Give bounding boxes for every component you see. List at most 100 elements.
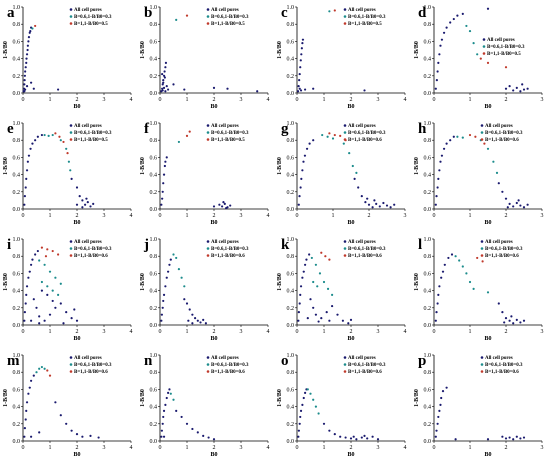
y-tick-label: 0.6 xyxy=(424,387,432,393)
y-tick-label: 1.0 xyxy=(287,121,295,127)
y-tick-label: 0.0 xyxy=(150,91,158,97)
data-point-series-1 xyxy=(59,302,62,305)
data-point-series-1 xyxy=(445,142,448,145)
legend-marker-1 xyxy=(69,240,73,243)
x-tick-label: 4 xyxy=(130,329,133,335)
scatter-plot-e: 0 1 2 3 4 0.0 0.2 0.4 0.6 0.8 1.0 B0 1-B/B0 All cell … xyxy=(3,121,133,226)
data-point-series-1 xyxy=(161,422,164,425)
data-point-series-1 xyxy=(24,70,27,73)
x-tick-label: 3 xyxy=(541,213,544,219)
data-point-series-1 xyxy=(161,83,164,86)
y-tick-label: 1.0 xyxy=(424,5,432,11)
data-point-series-1 xyxy=(162,182,165,185)
y-axis-label: 1-B/B0 xyxy=(277,41,283,59)
y-axis-label: 1-B/B0 xyxy=(414,389,420,407)
y-axis-label: 1-B/B0 xyxy=(140,273,146,291)
panel-letter: c xyxy=(281,5,288,21)
x-tick-label: 1 xyxy=(186,97,189,103)
x-tick-label: 2 xyxy=(505,213,508,219)
panel-letter: j xyxy=(143,237,149,253)
x-tick-label: 0 xyxy=(22,97,25,103)
data-point-series-1 xyxy=(486,7,490,10)
panel-n: 0 1 2 3 4 0.0 0.2 0.4 0.6 0.8 1.0 B0 1-B/B0 All cell … xyxy=(138,349,275,465)
legend-marker-1 xyxy=(69,8,73,11)
data-point-series-1 xyxy=(371,435,374,438)
data-point-series-1 xyxy=(202,434,205,437)
y-tick-label: 0.8 xyxy=(150,370,158,376)
legend-marker-3 xyxy=(206,370,210,373)
data-point-series-3 xyxy=(474,135,477,138)
data-point-series-1 xyxy=(28,270,31,273)
panel-h: 0 1 2 3 0.0 0.2 0.4 0.6 0.8 1.0 B0 1-B/B0 All cell p… xyxy=(412,117,549,233)
data-point-series-1 xyxy=(512,322,515,325)
data-point-series-1 xyxy=(160,319,163,322)
data-point-series-1 xyxy=(221,205,224,208)
data-point-series-3 xyxy=(66,152,69,155)
data-point-series-1 xyxy=(301,169,304,172)
data-point-series-1 xyxy=(25,285,29,288)
legend-marker-2 xyxy=(206,247,210,250)
y-tick-label: 0.6 xyxy=(424,271,432,277)
data-point-series-2 xyxy=(54,276,57,279)
data-point-series-1 xyxy=(442,31,446,34)
data-point-series-2 xyxy=(175,256,178,260)
data-point-series-1 xyxy=(62,322,65,325)
data-point-series-2 xyxy=(342,142,345,145)
data-point-series-2 xyxy=(180,276,183,279)
data-point-series-1 xyxy=(302,396,305,400)
x-tick-label: 1 xyxy=(186,329,189,335)
data-point-series-1 xyxy=(312,87,315,90)
data-point-series-1 xyxy=(26,44,29,47)
y-tick-label: 0.2 xyxy=(287,190,295,196)
y-tick-label: 0.2 xyxy=(424,422,432,428)
data-point-series-2 xyxy=(47,134,50,137)
data-point-series-1 xyxy=(70,429,73,432)
data-point-series-1 xyxy=(449,139,452,142)
data-point-series-1 xyxy=(298,72,301,76)
data-point-series-1 xyxy=(504,197,508,200)
data-point-series-1 xyxy=(164,90,167,93)
y-tick-label: 0.4 xyxy=(13,289,21,295)
data-point-series-1 xyxy=(23,195,26,198)
data-point-series-1 xyxy=(183,298,186,301)
data-point-series-1 xyxy=(169,258,172,261)
data-point-series-1 xyxy=(450,253,454,256)
data-point-series-1 xyxy=(508,85,511,88)
scatter-plot-f: 0 1 2 3 4 0.0 0.2 0.4 0.6 0.8 1.0 B0 1-B/B0 All cell … xyxy=(140,121,270,226)
data-point-series-2 xyxy=(40,280,44,284)
y-axis-label: 1-B/B0 xyxy=(414,273,420,291)
data-point-series-1 xyxy=(519,321,522,324)
legend-marker-1 xyxy=(206,356,210,359)
scatter-plot-j: 0 1 2 3 4 0.0 0.2 0.4 0.6 0.8 1.0 B0 1-B/B0 All cell … xyxy=(140,237,270,342)
y-tick-label: 1.0 xyxy=(13,121,21,127)
x-tick-label: 2 xyxy=(213,97,216,103)
panel-d: 0 1 2 3 0.0 0.2 0.4 0.6 0.8 1.0 B0 1-B/B0 All cell p… xyxy=(412,1,549,117)
legend-marker-2 xyxy=(480,247,484,250)
data-point-series-1 xyxy=(165,85,168,88)
legend-label-1: All cell pores xyxy=(485,356,513,361)
legend-marker-2 xyxy=(343,363,347,366)
data-point-series-1 xyxy=(187,319,190,322)
y-tick-label: 1.0 xyxy=(287,353,295,359)
data-point-series-2 xyxy=(172,398,175,401)
data-point-series-3 xyxy=(320,251,323,254)
legend-label-3: B=1,1-B/B0=0.6 xyxy=(74,254,108,259)
data-point-series-1 xyxy=(165,156,168,159)
legend-label-2: B=0.6,1-B/B0=0.3 xyxy=(485,131,523,136)
data-point-series-1 xyxy=(161,306,164,309)
data-point-series-1 xyxy=(439,44,442,47)
panel-p: 0 1 2 3 0.0 0.2 0.4 0.6 0.8 1.0 B0 1-B/B0 All cell p… xyxy=(412,349,549,465)
x-tick-label: 4 xyxy=(404,445,407,451)
y-tick-label: 0.0 xyxy=(287,207,295,213)
data-point-series-1 xyxy=(308,142,311,145)
scatter-plot-a: 0 1 2 3 4 0.0 0.2 0.4 0.6 0.8 1.0 B0 1-B/B0 All cell … xyxy=(3,5,133,110)
data-point-series-1 xyxy=(75,186,79,189)
data-point-series-3 xyxy=(328,132,331,135)
data-point-series-1 xyxy=(360,195,363,198)
legend-label-2: B=0.6,1-B/B0=0.3 xyxy=(487,45,525,50)
y-tick-label: 0.6 xyxy=(287,155,295,161)
y-axis-label: 1-B/B0 xyxy=(3,41,9,59)
x-tick-label: 4 xyxy=(267,97,270,103)
y-tick-label: 0.4 xyxy=(13,57,21,63)
